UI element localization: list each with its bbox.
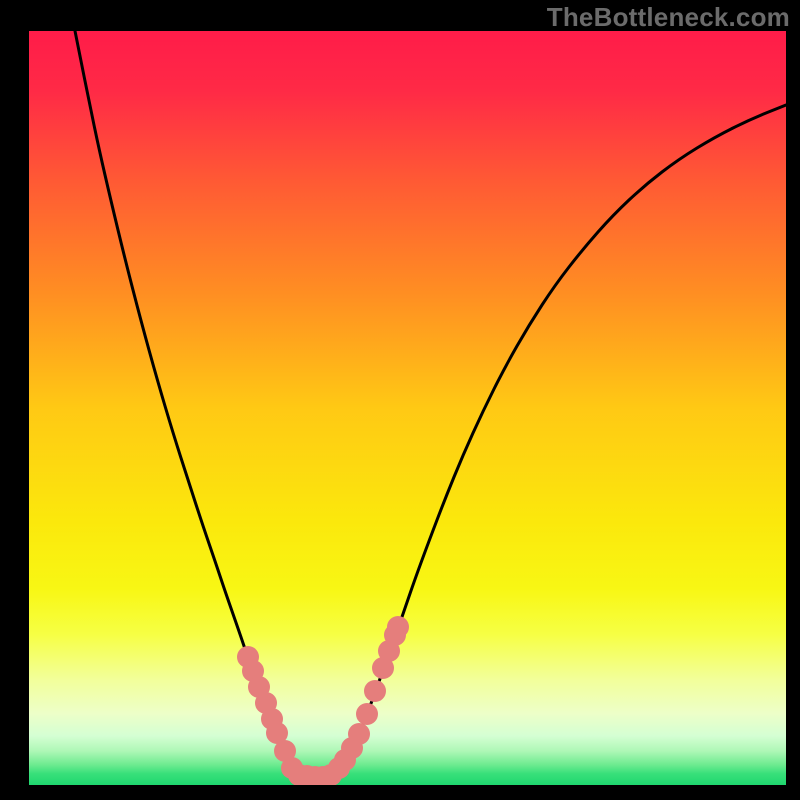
plot-background (29, 31, 786, 785)
marker-dot (364, 680, 386, 702)
watermark-text: TheBottleneck.com (547, 2, 790, 33)
marker-dot (356, 703, 378, 725)
marker-dot (387, 616, 409, 638)
marker-dot (320, 764, 342, 785)
chart-frame: TheBottleneck.com (0, 0, 800, 800)
marker-dot (348, 723, 370, 745)
chart-svg (29, 31, 786, 785)
